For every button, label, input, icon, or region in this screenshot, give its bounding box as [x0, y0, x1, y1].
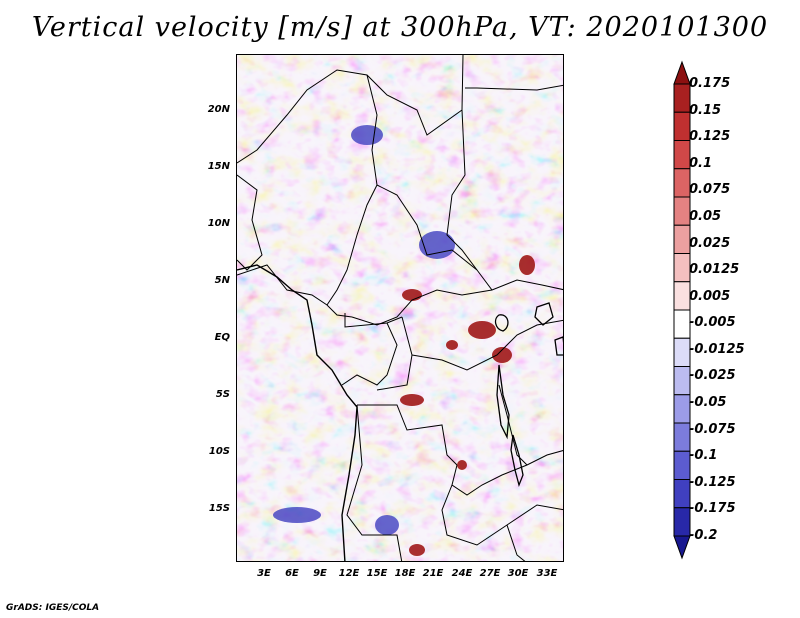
lat-label: 20N [207, 104, 230, 115]
colorbar-label: -0.175 [689, 501, 736, 517]
lon-label: 24E [451, 568, 473, 579]
lon-label: 33E [536, 568, 558, 579]
lon-label: 12E [338, 568, 360, 579]
grads-credit: GrADS: IGES/COLA [6, 603, 100, 613]
colorbar-label: -0.005 [689, 315, 736, 331]
colorbar-bin [673, 168, 691, 198]
lon-label: 3E [257, 568, 271, 579]
colorbar-label: -0.0125 [689, 341, 745, 357]
lakes [494, 302, 563, 488]
field-texture [237, 55, 563, 561]
colorbar-bin [673, 196, 691, 226]
velocity-field [237, 55, 563, 561]
colorbar-label: 0.1 [689, 155, 713, 171]
lon-label: 27E [479, 568, 501, 579]
lat-label: 10N [207, 218, 230, 229]
colorbar-label: 0.175 [689, 76, 731, 91]
colorbar-bin [673, 253, 691, 283]
lat-label: EQ [214, 332, 230, 343]
colorbar-label: -0.025 [689, 368, 736, 384]
colorbar-bin [673, 309, 691, 339]
colorbar-bin [673, 422, 691, 452]
country-borders [237, 55, 563, 561]
lon-label: 18E [394, 568, 416, 579]
colorbar-label: 0.025 [689, 235, 731, 251]
colorbar-bin [673, 83, 691, 113]
colorbar-bin [673, 140, 691, 170]
colorbar-bin [673, 394, 691, 424]
colorbar-label: -0.1 [689, 448, 718, 464]
colorbar-label: 0.15 [689, 102, 722, 118]
colorbar-bin [673, 337, 691, 367]
colorbar-label: 0.05 [689, 208, 722, 224]
colorbar-label: 0.0125 [689, 262, 740, 278]
map-panel [236, 54, 564, 562]
lon-label: 6E [285, 568, 299, 579]
colorbar-bin [673, 366, 691, 396]
colorbar-bin [673, 507, 691, 537]
colorbar-label: -0.075 [689, 421, 736, 437]
lat-label: 15S [208, 503, 230, 514]
lon-label: 15E [366, 568, 388, 579]
colorbar-label: 0.125 [689, 129, 731, 145]
colorbar-bottom-arrow [673, 535, 691, 560]
map-title: Vertical velocity [m/s] at 300hPa, VT: 2… [31, 12, 769, 43]
lat-label: 5N [214, 275, 230, 286]
colorbar-label: 0.075 [689, 182, 731, 198]
lon-label: 9E [313, 568, 327, 579]
coastline [237, 264, 358, 561]
colorbar-label: -0.125 [689, 474, 736, 490]
colorbar-top-arrow [673, 60, 691, 85]
lat-label: 10S [208, 446, 230, 457]
lat-label: 5S [215, 389, 230, 400]
colorbar-bin [673, 224, 691, 254]
colorbar-bin [673, 111, 691, 141]
descent-cores [273, 125, 455, 535]
lon-label: 30E [507, 568, 529, 579]
colorbar-label: -0.2 [689, 528, 718, 543]
colorbar-bin [673, 479, 691, 509]
lon-label: 21E [422, 568, 444, 579]
colorbar-bin [673, 450, 691, 480]
colorbar-label: -0.05 [689, 395, 727, 411]
colorbar [673, 60, 691, 560]
lat-label: 15N [207, 161, 230, 172]
colorbar-label: 0.005 [689, 288, 731, 304]
colorbar-bin [673, 281, 691, 311]
